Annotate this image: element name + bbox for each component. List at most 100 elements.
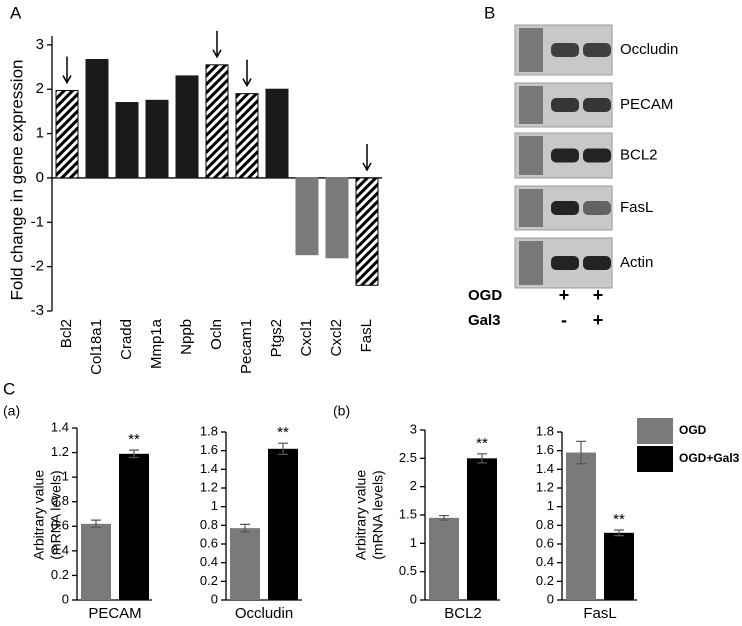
x-tick-label: Ptgs2 xyxy=(268,319,285,357)
x-tick-label: Occludin xyxy=(235,605,293,621)
y-tick-label: 1 xyxy=(410,535,417,550)
x-tick-label: FasL xyxy=(583,605,616,621)
bar xyxy=(268,448,298,600)
y-tick-label: -3 xyxy=(31,302,44,319)
bar xyxy=(295,177,319,256)
y-tick-label: 0 xyxy=(547,591,554,606)
y-tick-label: 0.2 xyxy=(536,573,554,588)
gel-ladder xyxy=(519,28,543,72)
y-tick-label: 1.4 xyxy=(536,461,554,476)
gel-label: Occludin xyxy=(620,41,678,58)
significance: ** xyxy=(128,431,140,448)
bar xyxy=(429,517,459,600)
y-tick-label: 0.4 xyxy=(536,554,554,569)
gel-ladder xyxy=(519,86,543,124)
gel-band xyxy=(551,256,579,270)
bar xyxy=(325,177,349,259)
condition-label: OGD xyxy=(468,287,502,304)
bar xyxy=(235,93,259,179)
legend-swatch xyxy=(637,446,673,472)
y-tick-label: 1 xyxy=(547,498,554,513)
x-tick-label: Cxcl1 xyxy=(298,319,315,357)
bar xyxy=(175,75,199,179)
y-axis-label: Arbitrary value xyxy=(31,470,47,560)
error-bar xyxy=(129,449,139,459)
legend-swatch xyxy=(637,418,673,444)
x-tick-label: Mmp1a xyxy=(148,318,165,369)
bar xyxy=(145,99,169,179)
arrow-head xyxy=(212,49,222,59)
y-tick-label: 2 xyxy=(410,478,417,493)
condition-sign: + xyxy=(593,310,604,330)
y-tick-label: 1.2 xyxy=(200,479,218,494)
y-tick-label: 0 xyxy=(62,591,69,606)
y-tick-label: 0.6 xyxy=(51,518,69,533)
x-tick-label: Bcl2 xyxy=(58,319,75,348)
y-tick-label: 0 xyxy=(410,591,417,606)
y-tick-label: 0.8 xyxy=(536,517,554,532)
condition-sign: - xyxy=(561,310,567,330)
bar xyxy=(85,59,109,179)
y-tick-label: 1.5 xyxy=(399,506,417,521)
gel-label: PECAM xyxy=(620,96,673,113)
significance: ** xyxy=(277,424,289,441)
subpanel-label: (b) xyxy=(333,403,350,419)
y-tick-label: 0.4 xyxy=(200,554,218,569)
x-tick-label: Cradd xyxy=(118,319,135,360)
gel-band xyxy=(551,43,579,57)
y-tick-label: 1 xyxy=(36,125,44,142)
x-tick-label: PECAM xyxy=(88,605,141,621)
arrow-head xyxy=(362,162,372,172)
gel-ladder xyxy=(519,241,543,285)
y-tick-label: 0.6 xyxy=(536,535,554,550)
y-tick-label: 2 xyxy=(36,80,44,97)
gel-band xyxy=(583,43,611,57)
bar xyxy=(566,452,596,600)
y-tick-label: 1.4 xyxy=(51,419,69,434)
y-axis-label: (mRNA levels) xyxy=(48,470,64,559)
panel-label: B xyxy=(484,3,495,22)
y-tick-label: 0.8 xyxy=(51,493,69,508)
y-axis-label: Arbitrary value xyxy=(353,470,369,560)
arrow-head xyxy=(62,75,72,85)
gel-label: BCL2 xyxy=(620,146,658,163)
y-tick-label: 1.2 xyxy=(536,479,554,494)
condition-sign: + xyxy=(593,285,604,305)
y-tick-label: 1.8 xyxy=(200,423,218,438)
error-bar xyxy=(91,519,101,529)
gel-band xyxy=(551,148,579,163)
panel-label: C xyxy=(3,379,15,398)
y-tick-label: -1 xyxy=(31,213,44,230)
gel-label: Actin xyxy=(620,254,653,271)
y-tick-label: 1 xyxy=(62,469,69,484)
y-tick-label: 1.6 xyxy=(536,442,554,457)
y-tick-label: 0.2 xyxy=(200,573,218,588)
x-tick-label: Ocln xyxy=(208,319,225,350)
x-tick-label: Col18a1 xyxy=(88,319,105,375)
gel-band xyxy=(551,201,579,215)
condition-label: Gal3 xyxy=(468,312,501,329)
bar xyxy=(205,64,229,179)
bar xyxy=(467,458,497,600)
y-tick-label: 1.2 xyxy=(51,444,69,459)
y-tick-label: 0.8 xyxy=(200,517,218,532)
arrow-head xyxy=(242,78,252,88)
x-tick-label: Cxcl2 xyxy=(328,319,345,357)
y-tick-label: -2 xyxy=(31,258,44,275)
bar xyxy=(604,532,634,600)
error-bar xyxy=(240,523,250,533)
y-tick-label: 1.6 xyxy=(200,442,218,457)
panel-label: A xyxy=(10,3,22,22)
y-tick-label: 2.5 xyxy=(399,450,417,465)
bar xyxy=(115,102,139,179)
gel-band xyxy=(583,201,611,215)
legend-label: OGD xyxy=(679,423,707,437)
bar xyxy=(265,88,289,179)
bar xyxy=(81,523,111,600)
significance: ** xyxy=(613,511,625,528)
y-tick-label: 0.6 xyxy=(200,535,218,550)
legend-label: OGD+Gal3 xyxy=(679,451,740,465)
significance: ** xyxy=(476,435,488,452)
